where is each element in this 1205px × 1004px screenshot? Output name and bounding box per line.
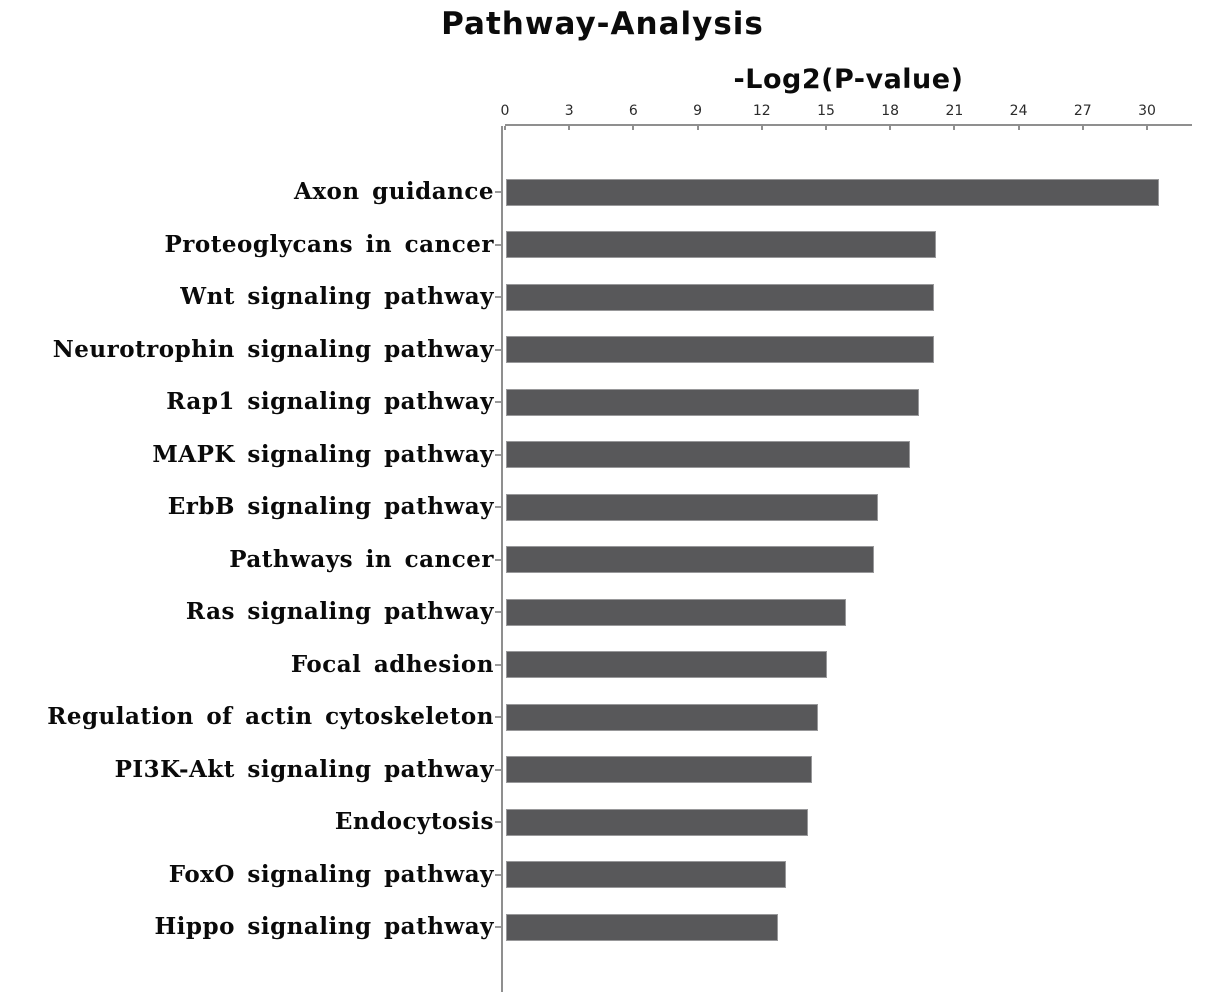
y-tick-mark [495,453,501,456]
x-tick-mark [1081,126,1084,130]
y-tick-mark [495,558,501,561]
x-tick-label: 12 [752,103,771,119]
bar [506,703,819,731]
y-tick-mark [495,716,501,718]
x-tick-mark [632,126,635,130]
x-tick-label: 30 [1138,103,1156,119]
category-label: Endocytosis [334,808,494,835]
category-label: ErbB signaling pathway [167,493,494,520]
x-tick-mark [1146,126,1148,130]
y-tick-mark [495,191,501,193]
x-tick-label: 15 [817,103,835,119]
x-tick-mark [889,126,892,130]
bar [506,283,934,311]
category-label: PI3K-Akt signaling pathway [114,755,494,783]
y-tick-mark [495,401,501,403]
bar [506,598,847,626]
x-tick-mark [696,126,699,130]
x-tick-label: 21 [945,103,964,119]
x-tick-mark [953,126,956,130]
category-label: Wnt signaling pathway [180,283,494,310]
category-label: Neurotrophin signaling pathway [52,335,494,363]
y-tick-mark [495,663,501,666]
chart-title: Pathway-Analysis [441,6,764,42]
category-label: Axon guidance [293,178,494,205]
category-label: Rap1 signaling pathway [166,388,494,415]
y-axis-line [501,126,503,992]
bar [506,493,879,521]
x-tick-label: 3 [564,103,574,119]
y-tick-mark [495,243,501,246]
x-tick-label: 9 [693,103,703,119]
category-label: Proteoglycans in cancer [164,230,494,258]
x-tick-mark [825,126,827,130]
bar [506,808,808,836]
bar [506,441,911,468]
bar [506,336,934,363]
x-axis-title: -Log2(P-value) [733,64,964,95]
x-tick-label: 24 [1009,103,1028,119]
y-tick-mark [495,611,501,613]
y-tick-mark [495,296,501,298]
x-axis-line [505,124,1192,126]
y-tick-mark [495,926,501,928]
category-label: Pathways in cancer [229,545,494,573]
y-tick-mark [495,873,501,876]
bar [506,388,920,416]
x-tick-label: 18 [881,103,900,119]
y-tick-mark [495,768,501,771]
x-tick-mark [504,126,506,130]
x-tick-label: 0 [500,103,510,119]
category-label: Focal adhesion [290,650,494,678]
category-label: Regulation of actin cytoskeleton [47,703,494,730]
y-tick-mark [495,348,501,351]
bar [506,756,813,783]
y-tick-mark [495,821,501,823]
x-tick-mark [568,126,571,130]
x-tick-label: 6 [628,103,638,119]
bar [506,546,875,573]
category-label: MAPK signaling pathway [152,440,494,468]
x-tick-mark [1017,126,1020,130]
x-tick-mark [760,126,763,130]
category-label: Hippo signaling pathway [154,913,494,940]
category-label: Ras signaling pathway [185,598,494,625]
bar [506,231,937,258]
x-tick-label: 27 [1073,103,1092,119]
bar [506,861,787,888]
bar [506,651,827,678]
y-tick-mark [495,506,501,508]
bar [506,178,1159,206]
bar [506,913,778,941]
category-label: FoxO signaling pathway [168,860,494,888]
